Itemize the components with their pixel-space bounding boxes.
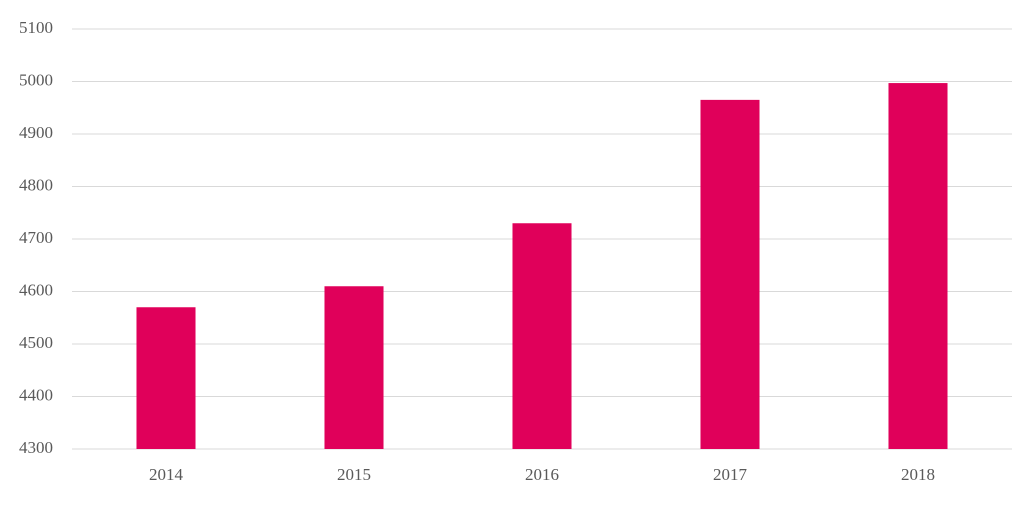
y-tick-label: 4600 <box>19 280 53 299</box>
y-tick-label: 4700 <box>19 228 53 247</box>
x-tick-label: 2014 <box>149 465 184 484</box>
bar <box>700 99 760 449</box>
x-tick-label: 2018 <box>901 465 935 484</box>
bar <box>512 223 572 449</box>
y-tick-label: 5000 <box>19 70 53 89</box>
x-tick-label: 2015 <box>337 465 371 484</box>
x-tick-label: 2017 <box>713 465 748 484</box>
bar <box>324 286 384 449</box>
y-tick-label: 4300 <box>19 438 53 457</box>
y-tick-label: 4500 <box>19 333 53 352</box>
y-tick-label: 4900 <box>19 123 53 142</box>
bar <box>888 83 948 449</box>
bar <box>136 307 196 449</box>
y-tick-label: 4800 <box>19 175 53 194</box>
y-tick-label: 4400 <box>19 385 53 404</box>
x-tick-label: 2016 <box>525 465 559 484</box>
y-tick-label: 5100 <box>19 18 53 37</box>
